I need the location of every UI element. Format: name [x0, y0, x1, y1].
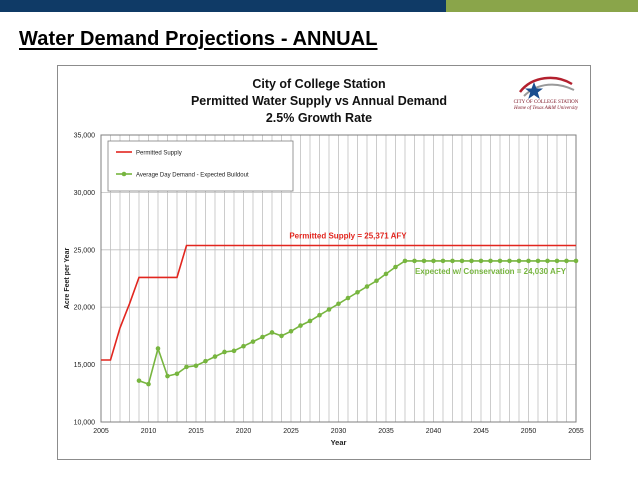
y-axis-title: Acre Feet per Year	[64, 248, 71, 310]
x-tick-label: 2005	[93, 428, 109, 435]
y-tick-label: 25,000	[74, 247, 96, 254]
x-tick-label: 2055	[568, 428, 584, 435]
data-point	[402, 258, 408, 264]
legend-marker	[121, 171, 127, 177]
logo-line-2: Home of Texas A&M University	[514, 106, 578, 111]
data-point	[535, 258, 541, 264]
legend-label: Average Day Demand - Expected Buildout	[136, 173, 249, 179]
data-point	[459, 258, 465, 264]
data-point	[260, 334, 265, 340]
city-logo-icon	[519, 76, 575, 99]
data-point	[573, 258, 579, 264]
data-point	[203, 358, 208, 364]
x-tick-label: 2040	[426, 428, 442, 435]
series-line-1	[101, 244, 576, 361]
annotation-1: Permitted Supply = 25,371 AFY	[289, 231, 407, 240]
x-tick-label: 2045	[473, 428, 489, 435]
data-point	[554, 258, 560, 264]
data-point	[326, 307, 332, 312]
data-point	[469, 258, 474, 264]
header-bar-green	[446, 0, 638, 12]
legend-label: Permitted Supply	[136, 151, 182, 157]
data-point	[212, 354, 218, 359]
data-point	[364, 284, 370, 289]
data-point	[241, 343, 246, 349]
data-point	[345, 295, 351, 301]
data-point	[146, 381, 151, 387]
chart-title-line-1: City of College Station	[252, 77, 386, 91]
data-point	[526, 258, 531, 264]
data-point	[421, 258, 427, 264]
y-tick-label: 10,000	[74, 420, 96, 427]
x-tick-label: 2010	[141, 428, 157, 435]
data-point	[165, 373, 170, 379]
data-point	[288, 329, 294, 334]
x-tick-label: 2025	[283, 428, 299, 435]
data-point	[298, 323, 303, 328]
y-tick-label: 30,000	[74, 190, 96, 197]
data-point	[393, 264, 398, 270]
data-point	[488, 258, 493, 264]
data-point	[136, 378, 142, 383]
data-point	[184, 364, 189, 370]
data-point	[317, 312, 322, 318]
data-point	[355, 289, 360, 295]
logo-line-1: CITY OF COLLEGE STATION	[513, 100, 579, 105]
data-point	[545, 258, 550, 264]
plot-area-border	[100, 134, 577, 423]
data-point	[507, 258, 512, 264]
data-point	[431, 258, 436, 264]
data-point	[231, 348, 237, 354]
data-point	[155, 346, 161, 351]
x-tick-label: 2015	[188, 428, 204, 435]
data-point	[412, 258, 417, 264]
data-point	[193, 363, 199, 369]
data-point	[564, 258, 569, 264]
data-point	[516, 258, 522, 264]
x-tick-label: 2050	[521, 428, 537, 435]
x-tick-label: 2035	[378, 428, 394, 435]
logo-caption: CITY OF COLLEGE STATION Home of Texas A&…	[512, 100, 580, 112]
annotation-2: Expected w/ Conservation = 24,030 AFY	[415, 267, 567, 276]
data-point	[374, 278, 379, 284]
data-point	[222, 349, 227, 355]
x-tick-label: 2030	[331, 428, 347, 435]
header-bar-blue	[0, 0, 446, 12]
x-tick-label: 2020	[236, 428, 252, 435]
data-point	[497, 258, 503, 264]
data-point	[440, 258, 446, 264]
y-tick-label: 35,000	[74, 133, 96, 140]
chart-title-line-2: Permitted Water Supply vs Annual Demand	[190, 94, 448, 108]
slide-title: Water Demand Projections - ANNUAL	[19, 28, 378, 50]
data-point	[478, 258, 484, 264]
data-point	[336, 301, 341, 307]
legend-box	[107, 140, 294, 192]
y-tick-label: 15,000	[74, 362, 96, 369]
x-axis-title: Year	[331, 438, 347, 447]
data-point	[383, 271, 389, 277]
data-point	[250, 339, 256, 344]
data-point	[307, 318, 313, 324]
data-point	[269, 330, 275, 335]
chart-title-line-3: 2.5% Growth Rate	[265, 111, 373, 125]
data-point	[174, 371, 180, 377]
y-tick-label: 20,000	[74, 305, 96, 312]
data-point	[450, 258, 455, 264]
legend: Permitted Supply Average Day Demand - Exp…	[107, 140, 294, 192]
data-point	[279, 333, 284, 339]
chart-frame	[57, 65, 591, 460]
